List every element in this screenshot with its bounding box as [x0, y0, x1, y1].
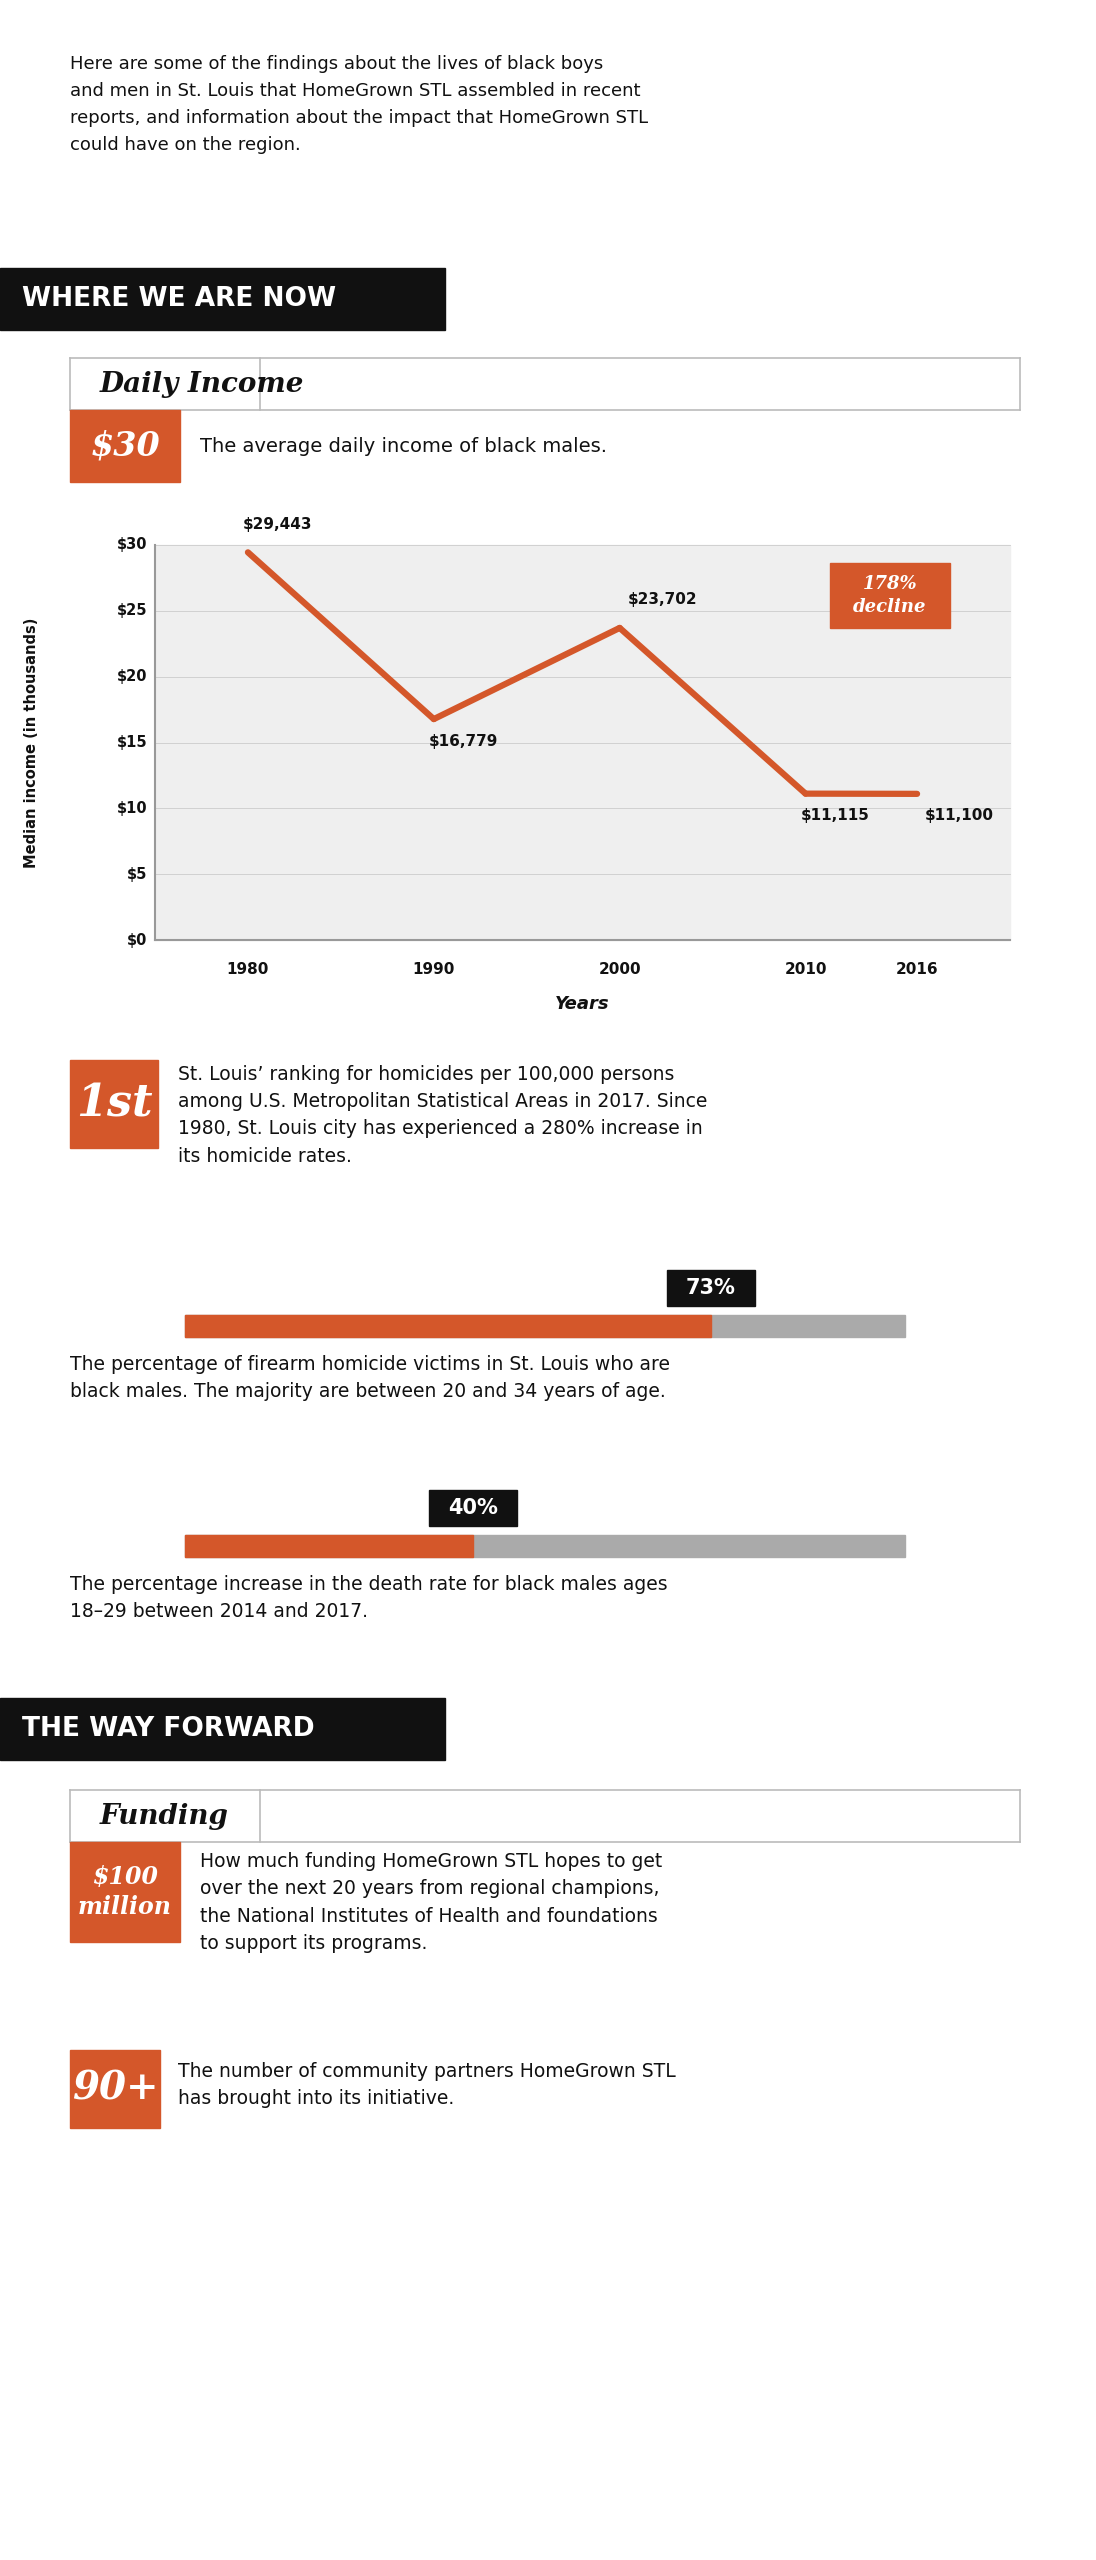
Text: $25: $25 — [116, 604, 147, 620]
Bar — [155, 545, 1011, 940]
Text: $30: $30 — [90, 430, 160, 463]
Text: The percentage of firearm homicide victims in St. Louis who are
black males. The: The percentage of firearm homicide victi… — [70, 1354, 670, 1400]
Bar — [0, 1697, 445, 1761]
Text: WHERE WE ARE NOW: WHERE WE ARE NOW — [22, 287, 336, 312]
Text: 2016: 2016 — [895, 963, 938, 978]
Bar — [830, 563, 950, 627]
Text: $11,100: $11,100 — [925, 809, 994, 824]
Bar — [429, 1490, 517, 1526]
Text: 2010: 2010 — [785, 963, 826, 978]
Bar — [666, 1270, 755, 1306]
Text: 73%: 73% — [686, 1277, 735, 1298]
Bar — [70, 1843, 180, 1943]
Text: 90+: 90+ — [71, 2071, 158, 2107]
Bar — [70, 410, 180, 481]
Text: The average daily income of black males.: The average daily income of black males. — [199, 438, 607, 456]
Text: $29,443: $29,443 — [243, 517, 312, 532]
Bar — [185, 1316, 710, 1336]
Text: $11,115: $11,115 — [800, 809, 869, 824]
Text: 1st: 1st — [76, 1083, 152, 1126]
Text: $16,779: $16,779 — [429, 735, 499, 748]
Text: $15: $15 — [116, 735, 147, 750]
Text: THE WAY FORWARD: THE WAY FORWARD — [22, 1715, 315, 1741]
Text: 1990: 1990 — [412, 963, 455, 978]
Bar — [185, 1536, 473, 1556]
Text: 1980: 1980 — [227, 963, 270, 978]
Text: St. Louis’ ranking for homicides per 100,000 persons
among U.S. Metropolitan Sta: St. Louis’ ranking for homicides per 100… — [178, 1065, 707, 1165]
Text: Median income (in thousands): Median income (in thousands) — [24, 617, 39, 868]
Text: $5: $5 — [127, 868, 147, 881]
Text: Daily Income: Daily Income — [100, 371, 305, 397]
Bar — [0, 269, 445, 330]
Bar — [185, 1316, 905, 1336]
Text: 2000: 2000 — [598, 963, 641, 978]
Text: Years: Years — [556, 996, 609, 1014]
Text: How much funding HomeGrown STL hopes to get
over the next 20 years from regional: How much funding HomeGrown STL hopes to … — [199, 1851, 662, 1953]
Text: $10: $10 — [116, 801, 147, 817]
Text: $20: $20 — [116, 668, 147, 684]
Bar — [185, 1536, 905, 1556]
Bar — [70, 2051, 160, 2127]
Text: $23,702: $23,702 — [628, 591, 697, 607]
Text: The percentage increase in the death rate for black males ages
18–29 between 201: The percentage increase in the death rat… — [70, 1574, 667, 1620]
Text: $30: $30 — [116, 538, 147, 553]
Text: Here are some of the findings about the lives of black boys
and men in St. Louis: Here are some of the findings about the … — [70, 54, 648, 154]
Text: 178%
decline: 178% decline — [854, 576, 927, 614]
Text: $0: $0 — [127, 932, 147, 947]
Text: The number of community partners HomeGrown STL
has brought into its initiative.: The number of community partners HomeGro… — [178, 2061, 676, 2109]
Text: Funding: Funding — [100, 1802, 229, 1830]
Bar — [70, 1060, 158, 1147]
Text: $100
million: $100 million — [78, 1866, 172, 1920]
Text: 40%: 40% — [448, 1498, 498, 1518]
